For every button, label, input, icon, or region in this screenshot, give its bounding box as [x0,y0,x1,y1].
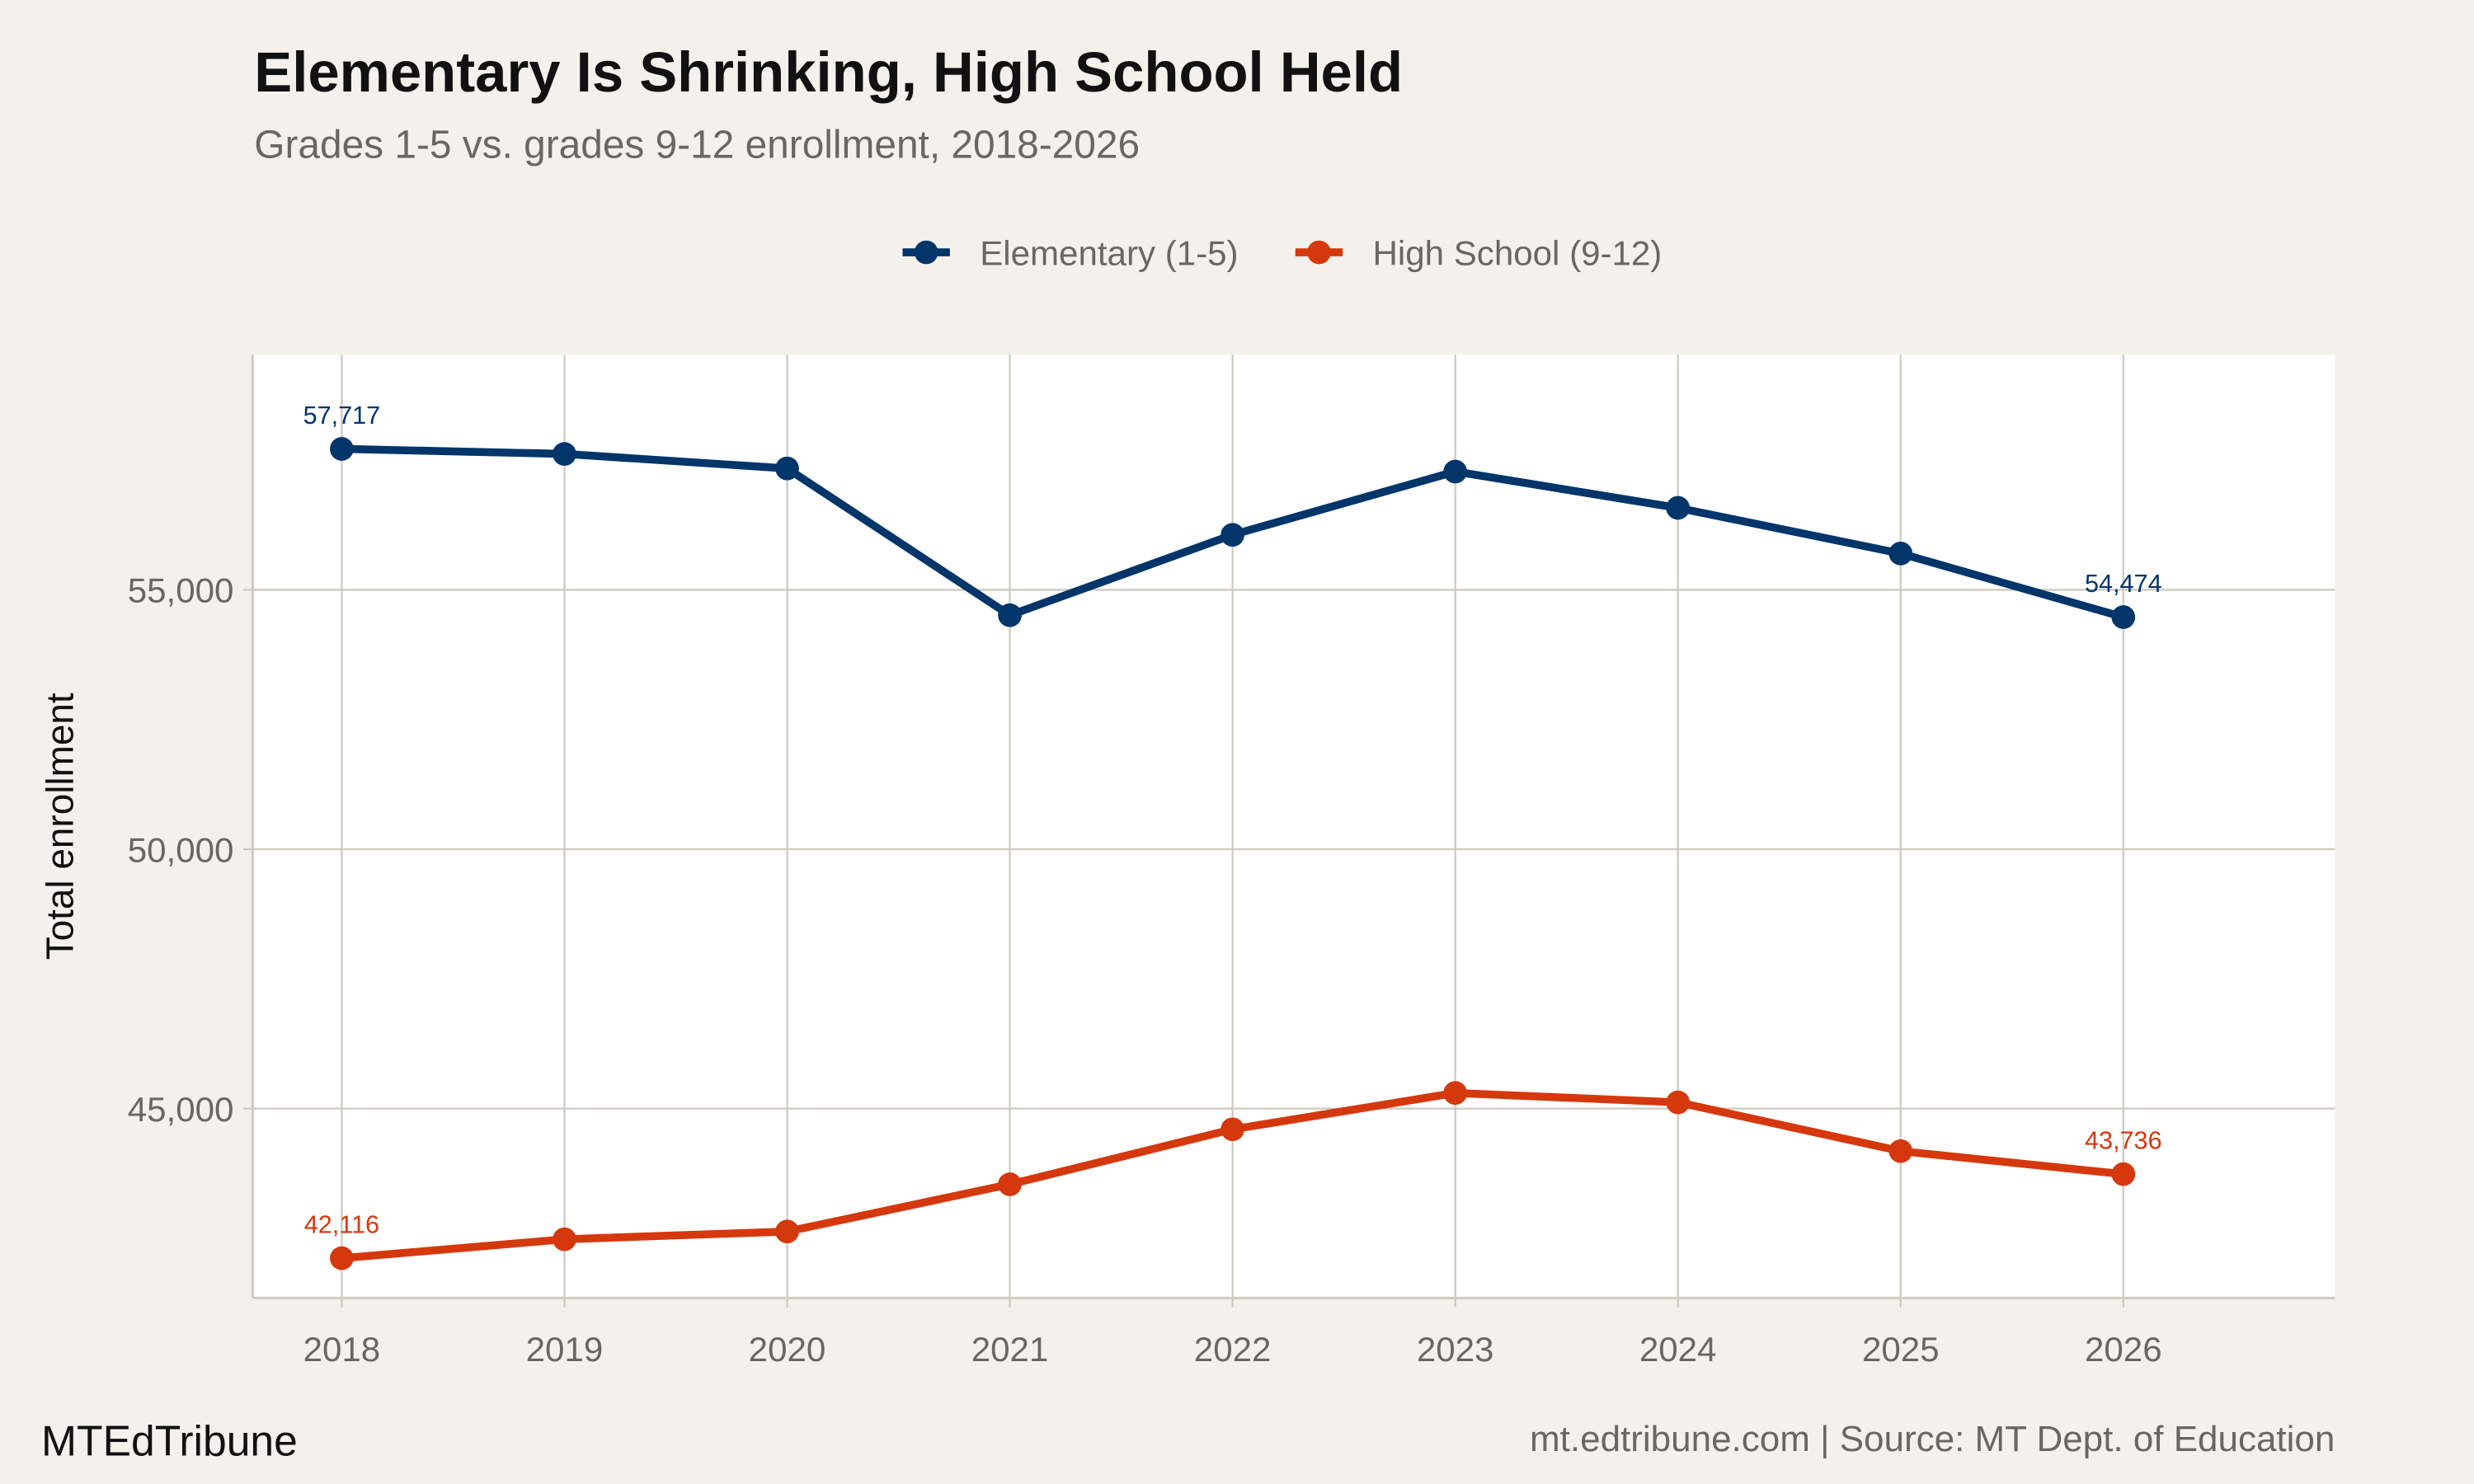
legend-item-elementary: Elementary (1-5) [902,233,1239,272]
data-point [1888,1139,1913,1163]
y-tick-label: 45,000 [128,1090,234,1129]
x-tick-label: 2024 [1639,1330,1717,1369]
x-tick-label: 2018 [303,1330,381,1369]
x-tick-label: 2023 [1417,1330,1494,1369]
x-tick-label: 2022 [1194,1330,1272,1369]
x-tick-label: 2025 [1862,1330,1940,1369]
legend-item-high-school: High School (9-12) [1295,233,1663,272]
legend-label: High School (9-12) [1373,233,1663,272]
plot-panel [252,355,2335,1298]
data-point [1666,1090,1691,1115]
legend-dot-icon [1307,240,1331,265]
data-point [998,603,1022,627]
y-tick-label: 55,000 [128,571,234,610]
data-point [1443,1081,1467,1106]
series: 57,717 54,474 42,116 43,736 [303,402,2162,1270]
y-axis-label: Total enrollment [38,693,81,960]
data-point [1221,1117,1244,1142]
series-elementary: 57,717 54,474 [303,402,2162,629]
x-tick-label: 2021 [971,1330,1049,1369]
legend-dot-icon [914,240,938,265]
chart-title: Elementary Is Shrinking, High School Hel… [254,40,1403,104]
data-point [998,1172,1022,1196]
data-point [1888,542,1913,566]
data-point [330,437,354,461]
chart-subtitle: Grades 1-5 vs. grades 9-12 enrollment, 2… [254,123,1140,167]
data-label: 42,116 [304,1210,379,1238]
data-label: 57,717 [303,402,381,430]
y-tick-label: 50,000 [128,830,234,869]
data-point [1221,523,1244,547]
data-point [775,456,799,481]
series-high-school: 42,116 43,736 [304,1081,2162,1270]
source-caption: mt.edtribune.com | Source: MT Dept. of E… [1530,1419,2335,1459]
data-point [1443,459,1467,484]
data-label: 54,474 [2085,570,2162,598]
data-point [330,1246,354,1270]
data-point [775,1219,799,1244]
data-point [1666,495,1691,520]
grid [252,355,2335,1298]
data-label: 43,736 [2085,1127,2162,1155]
data-point [553,442,576,466]
data-point [2111,1162,2136,1186]
x-tick-label: 2019 [526,1330,604,1369]
x-tick-label: 2020 [749,1330,826,1369]
data-point [2111,605,2136,629]
brand-logo-text: MTEdTribune [41,1417,298,1465]
legend: Elementary (1-5) High School (9-12) [902,233,1662,272]
x-tick-label: 2026 [2085,1330,2162,1369]
data-point [553,1227,576,1252]
axes: 2018 2019 2020 2021 2022 2023 2024 2025 2026 45,0… [128,355,2335,1369]
legend-label: Elementary (1-5) [980,233,1238,272]
